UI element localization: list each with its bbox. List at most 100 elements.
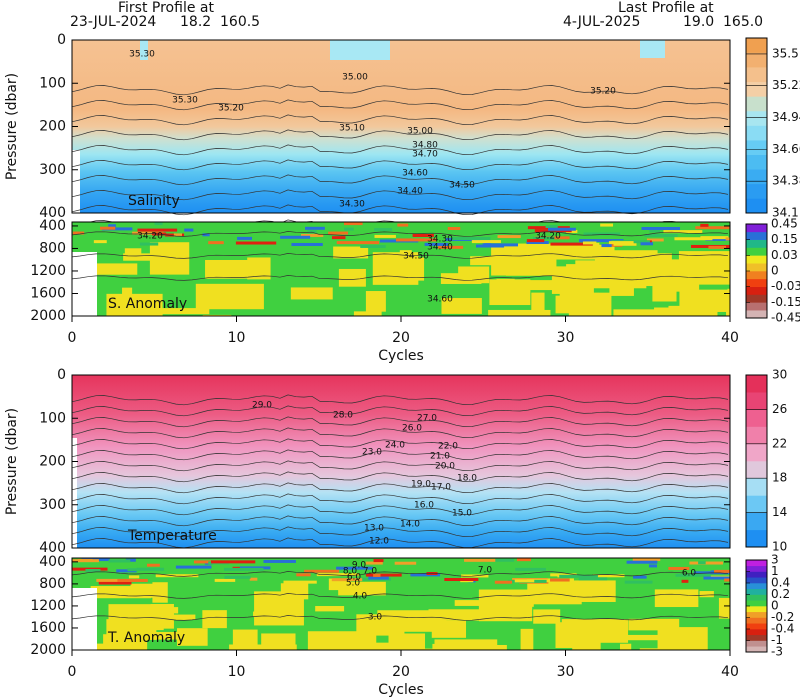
colorbar-band xyxy=(746,239,767,248)
colorbar-band xyxy=(746,375,767,393)
field-patch xyxy=(208,241,224,245)
colorbar-band xyxy=(746,583,767,590)
panel-label: S. Anomaly xyxy=(108,296,187,312)
contour-line xyxy=(71,493,729,505)
field-patch xyxy=(147,631,195,640)
field-patch xyxy=(566,264,578,286)
colorbar-band xyxy=(746,634,767,641)
x-tick-label: 20 xyxy=(392,664,410,680)
contour-line xyxy=(71,526,729,538)
field-patch xyxy=(98,581,132,585)
colorbar-label: 0.03 xyxy=(771,248,798,262)
colorbar-band xyxy=(746,426,767,445)
field-patch xyxy=(621,634,675,641)
field-patch xyxy=(202,610,227,629)
field-patch xyxy=(640,40,665,58)
contour-label: 34.20 xyxy=(535,232,561,242)
field-patch xyxy=(471,240,501,244)
last-lat: 19.0 xyxy=(683,14,714,30)
colorbar-label: 18 xyxy=(772,471,787,485)
y-tick-label: 1200 xyxy=(30,598,66,614)
contour-line xyxy=(71,438,729,450)
x-axis-label: Cycles xyxy=(378,348,424,364)
field-patch xyxy=(155,574,199,578)
field-patch xyxy=(516,558,531,562)
y-tick-label: 1600 xyxy=(30,285,66,301)
field-patch xyxy=(290,287,333,300)
last-label: Last Profile at xyxy=(618,0,714,16)
field-patch xyxy=(202,314,232,316)
contour-label: 34.20 xyxy=(137,232,163,242)
field-patch xyxy=(249,577,258,581)
first-lat: 18.2 xyxy=(180,14,211,30)
colorbar-band xyxy=(746,495,767,513)
contour-line xyxy=(71,615,729,621)
field-patch xyxy=(108,559,131,563)
contour-line xyxy=(71,504,729,516)
field-patch xyxy=(373,559,384,563)
field-patch xyxy=(550,578,570,582)
field-patch xyxy=(681,579,689,583)
field-patch xyxy=(674,237,713,241)
field-patch xyxy=(447,227,461,231)
field-patch xyxy=(640,242,654,246)
field-patch xyxy=(140,40,148,60)
field-patch xyxy=(338,268,366,287)
field-patch xyxy=(224,575,251,579)
field-patch xyxy=(305,226,325,230)
colorbar-frame xyxy=(745,37,768,214)
field-patch xyxy=(452,237,491,241)
colorbar-band xyxy=(746,571,767,578)
contour-line xyxy=(71,471,729,483)
colorbar-label: 0.45 xyxy=(771,217,798,231)
x-tick-label: 0 xyxy=(68,664,77,680)
field-patch xyxy=(572,580,616,602)
field-patch xyxy=(85,569,101,573)
field-patch xyxy=(555,295,586,314)
field-patch xyxy=(81,643,141,650)
field-patch xyxy=(579,239,624,243)
field-patch xyxy=(72,263,138,275)
contour-label: 4.0 xyxy=(353,592,368,602)
contour-label: 35.00 xyxy=(407,127,433,137)
field-patch xyxy=(600,223,614,227)
field-patch xyxy=(72,231,85,235)
colorbar-band xyxy=(746,640,767,647)
colorbar-band xyxy=(746,286,767,295)
y-tick-label: 200 xyxy=(39,454,66,470)
field-patch xyxy=(117,578,148,582)
contour-label: 7.0 xyxy=(478,566,493,576)
field-patch xyxy=(654,589,699,608)
field-patch xyxy=(202,233,210,237)
panel-label: Temperature xyxy=(127,528,217,544)
field-patch xyxy=(72,559,99,563)
contour-line xyxy=(71,460,729,472)
contour-label: 22.0 xyxy=(438,442,458,452)
y-tick-label: 400 xyxy=(39,205,66,221)
colorbar-band xyxy=(746,310,767,319)
field-patch xyxy=(488,309,551,316)
field-patch xyxy=(481,558,515,562)
field-patch xyxy=(101,227,133,231)
contour-line xyxy=(71,204,729,216)
colorbar-band xyxy=(746,565,767,572)
colorbar-label: 30 xyxy=(772,368,787,382)
field-patch xyxy=(437,245,464,249)
y-tick-label: 400 xyxy=(39,554,66,570)
colorbar-band xyxy=(746,247,767,256)
colorbar-band xyxy=(746,588,767,595)
field-patch xyxy=(229,644,297,650)
field-patch xyxy=(93,240,107,244)
field-patch xyxy=(566,229,578,233)
contour-line xyxy=(71,275,729,281)
field-patch xyxy=(139,242,159,246)
field-patch xyxy=(582,241,597,245)
x-tick-label: 10 xyxy=(228,330,246,346)
field-patch xyxy=(100,226,116,230)
colorbar-band xyxy=(746,392,767,410)
panel-label: Salinity xyxy=(128,193,180,209)
field-patch xyxy=(365,573,402,577)
field-patch xyxy=(331,236,346,240)
x-tick-label: 10 xyxy=(228,664,246,680)
colorbar-band xyxy=(746,278,767,287)
